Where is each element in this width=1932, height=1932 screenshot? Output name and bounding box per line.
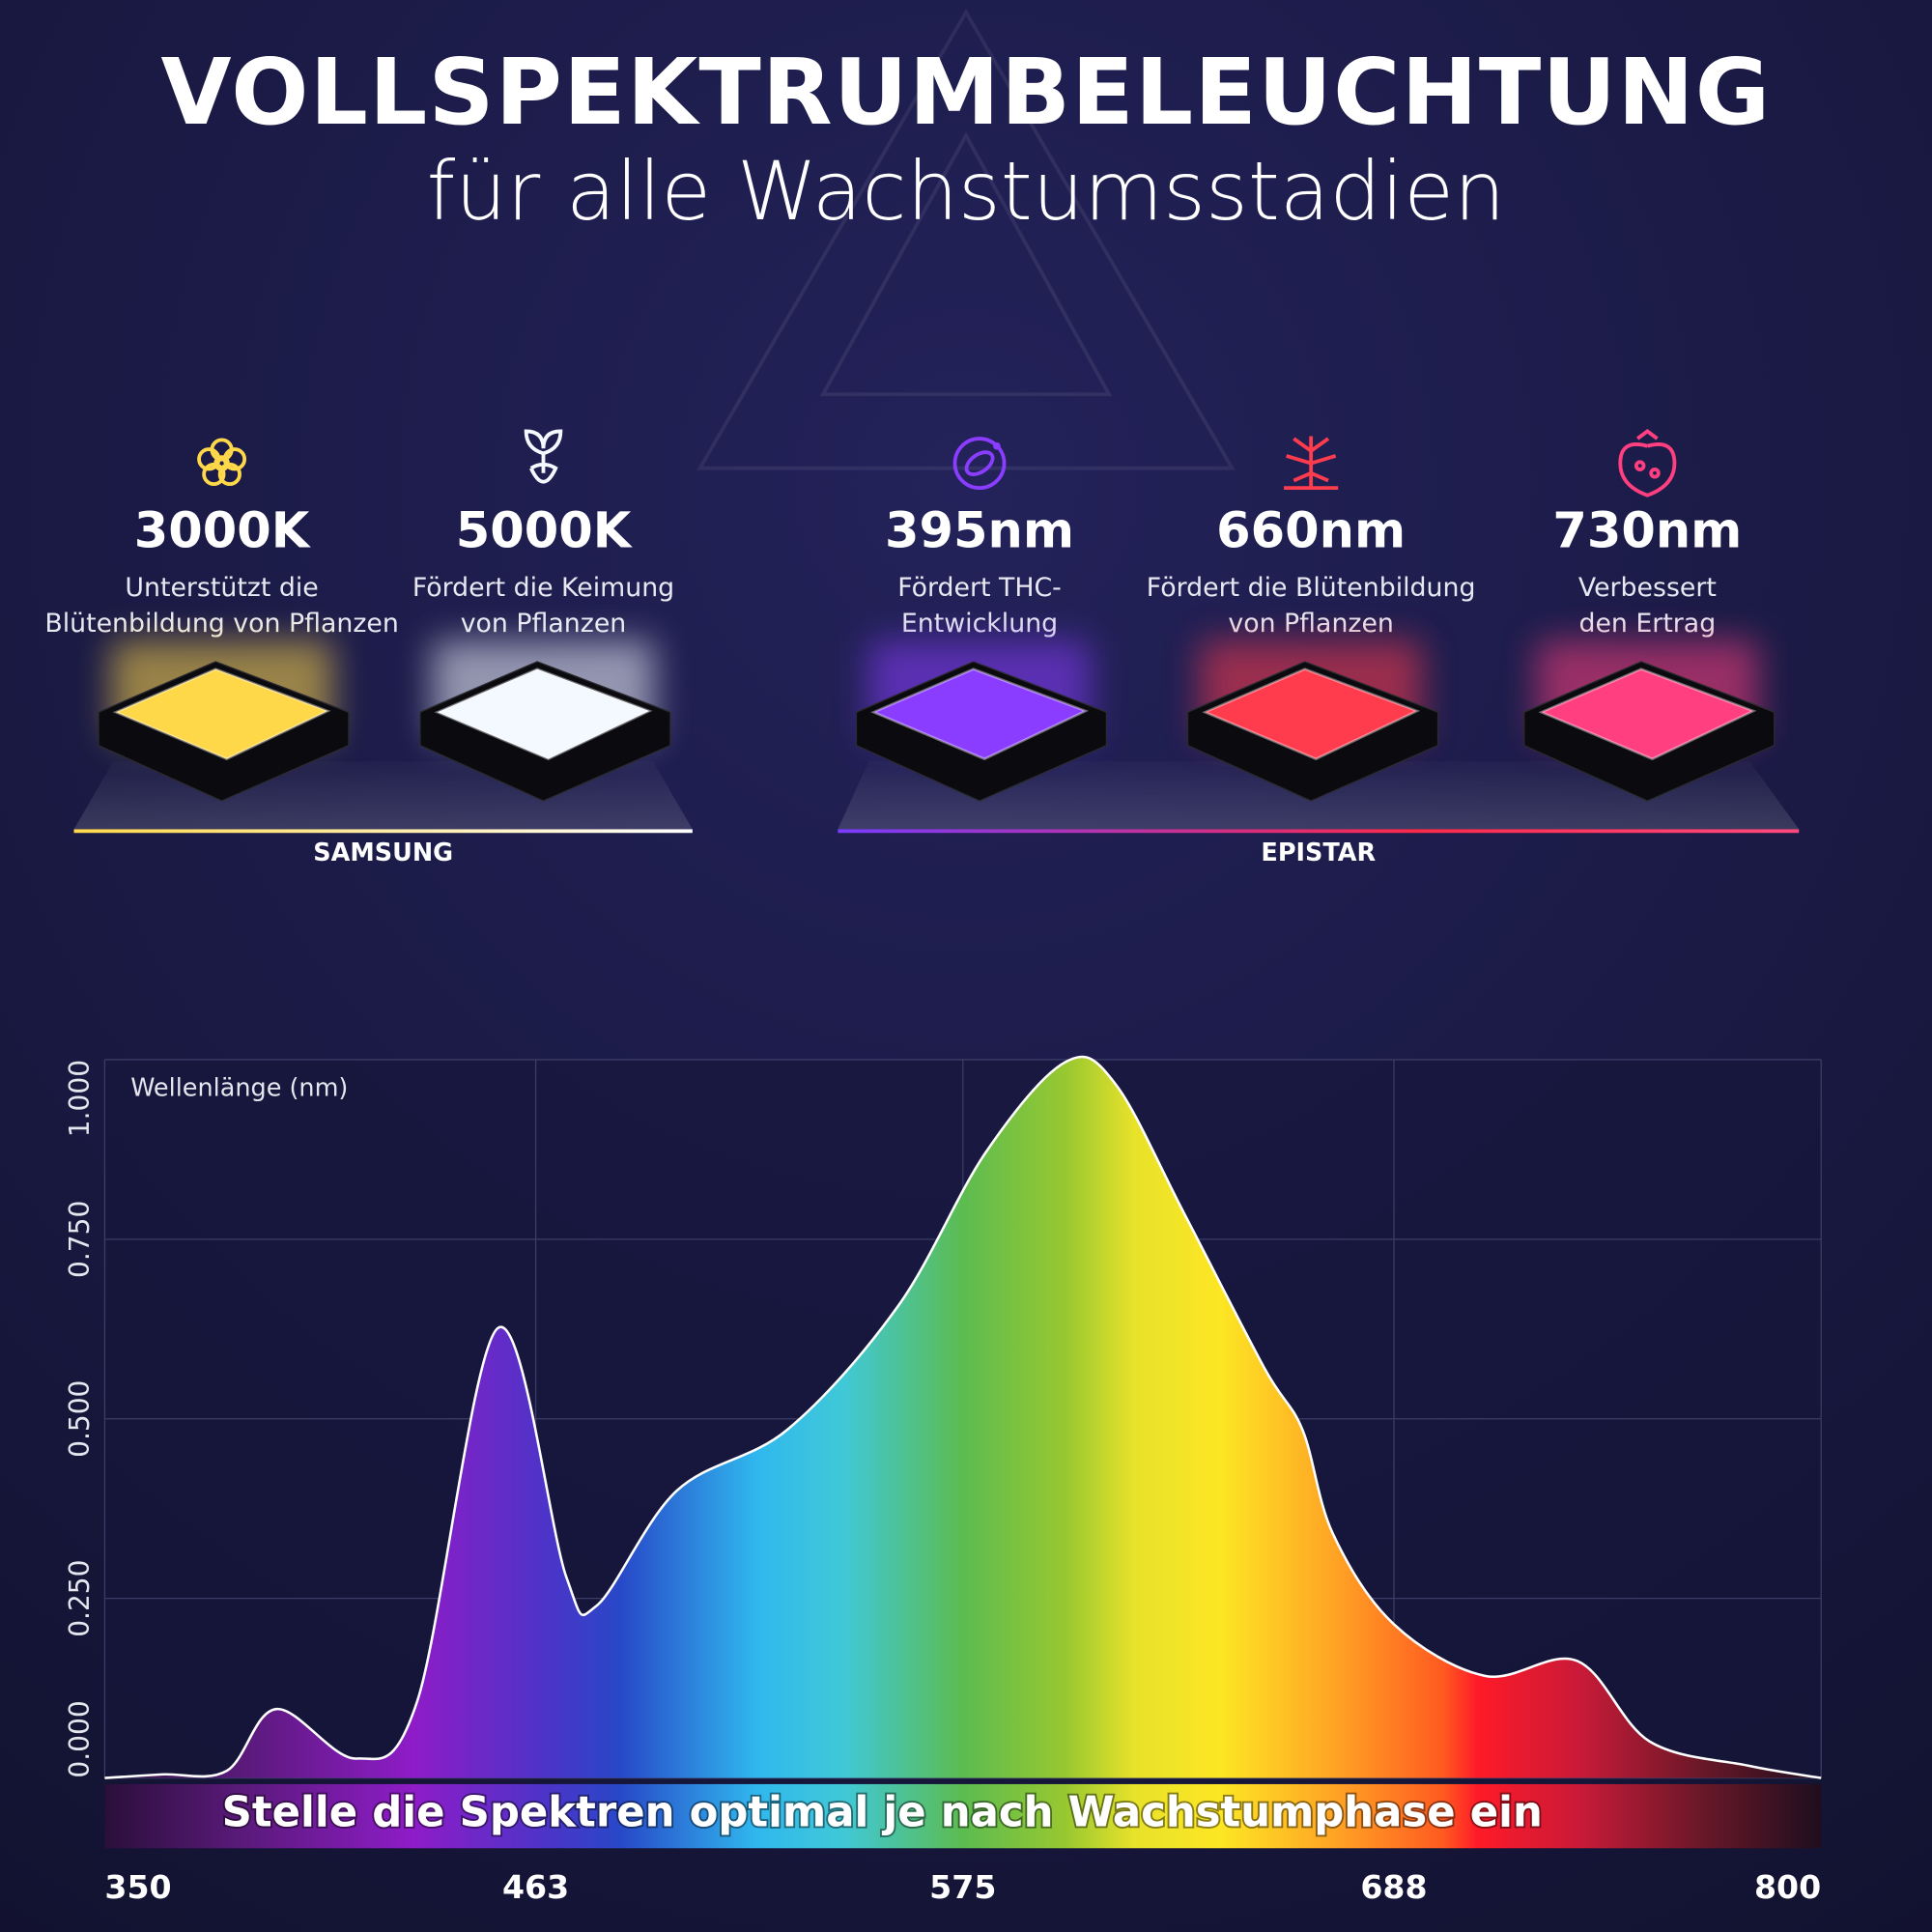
led-chip <box>870 668 1089 761</box>
spectrum-bar <box>104 1783 1822 1849</box>
title: VOLLSPEKTRUMBELEUCHTUNG <box>161 40 1772 146</box>
led-description: von Pflanzen <box>461 609 627 639</box>
led-description: Unterstützt die <box>125 573 318 603</box>
brand-label: SAMSUNG <box>313 838 453 867</box>
led-label: 660nm <box>1216 502 1406 559</box>
icon-petal <box>202 462 226 487</box>
y-tick-label: 0.250 <box>64 1560 96 1637</box>
icon-sprout <box>524 429 563 484</box>
chart: Wellenlänge (nm) 0.000 0.250 0.500 0.750 1.0… <box>64 1055 1822 1906</box>
led-description: von Pflanzen <box>1228 609 1394 639</box>
led-card: 3000K Unterstützt die Blütenbildung von Pf… <box>44 438 399 802</box>
icon-plant <box>1284 436 1339 491</box>
led-card: 730nm Verbessert den Ertrag <box>1523 429 1776 802</box>
area-fill <box>104 1057 1822 1778</box>
led-chip <box>1202 668 1421 761</box>
y-tick-label: 0.750 <box>64 1201 96 1278</box>
icon-seed <box>1649 468 1661 479</box>
y-tick-label: 0.500 <box>64 1380 96 1458</box>
led-label: 395nm <box>885 502 1074 559</box>
icon-center <box>213 455 230 471</box>
banner: Stelle die Spektren optimal je nach Wach… <box>222 1788 1543 1836</box>
icon-orbit <box>964 450 995 476</box>
brand-line <box>838 829 1800 834</box>
brand-label: EPISTAR <box>1261 838 1376 867</box>
subtitle: für alle Wachstumsstadien <box>427 144 1506 239</box>
brand-line <box>73 829 693 834</box>
led-description: Entwicklung <box>901 609 1058 639</box>
y-tick-label: 0.000 <box>64 1700 96 1777</box>
led-description: Verbessert <box>1578 573 1717 603</box>
led-chip <box>1538 668 1757 761</box>
y-tick-label: 1.000 <box>64 1060 96 1137</box>
x-tick-label: 575 <box>929 1868 996 1906</box>
led-description: Blütenbildung von Pflanzen <box>44 609 399 639</box>
icon-dot <box>993 441 1001 450</box>
x-tick-label: 800 <box>1754 1868 1821 1906</box>
x-tick-label: 688 <box>1360 1868 1427 1906</box>
icon-fruit <box>1618 429 1677 497</box>
x-tick-label: 463 <box>502 1868 569 1906</box>
axis-label: Wellenlänge (nm) <box>130 1074 348 1103</box>
led-chip <box>112 668 331 761</box>
icon-seed <box>1634 460 1646 471</box>
led-cards: 3000K Unterstützt die Blütenbildung von Pf… <box>44 429 1776 802</box>
led-chip <box>434 668 653 761</box>
icon-petal <box>217 462 242 487</box>
led-description: Fördert die Keimung <box>412 573 674 603</box>
led-label: 3000K <box>134 502 312 559</box>
led-description: Fördert THC- <box>897 573 1062 603</box>
icon-ring <box>952 437 1007 491</box>
led-card: 395nm Fördert THC- Entwicklung <box>855 437 1108 802</box>
led-label: 5000K <box>456 502 634 559</box>
led-card: 660nm Fördert die Blütenbildung von Pflanz… <box>1147 436 1476 802</box>
line <box>104 1055 1822 1779</box>
led-description: den Ertrag <box>1578 609 1716 639</box>
led-card: 5000K Fördert die Keimung von Pflanzen <box>412 429 674 802</box>
led-description: Fördert die Blütenbildung <box>1147 573 1476 603</box>
led-label: 730nm <box>1552 502 1742 559</box>
x-tick-label: 350 <box>104 1868 171 1906</box>
